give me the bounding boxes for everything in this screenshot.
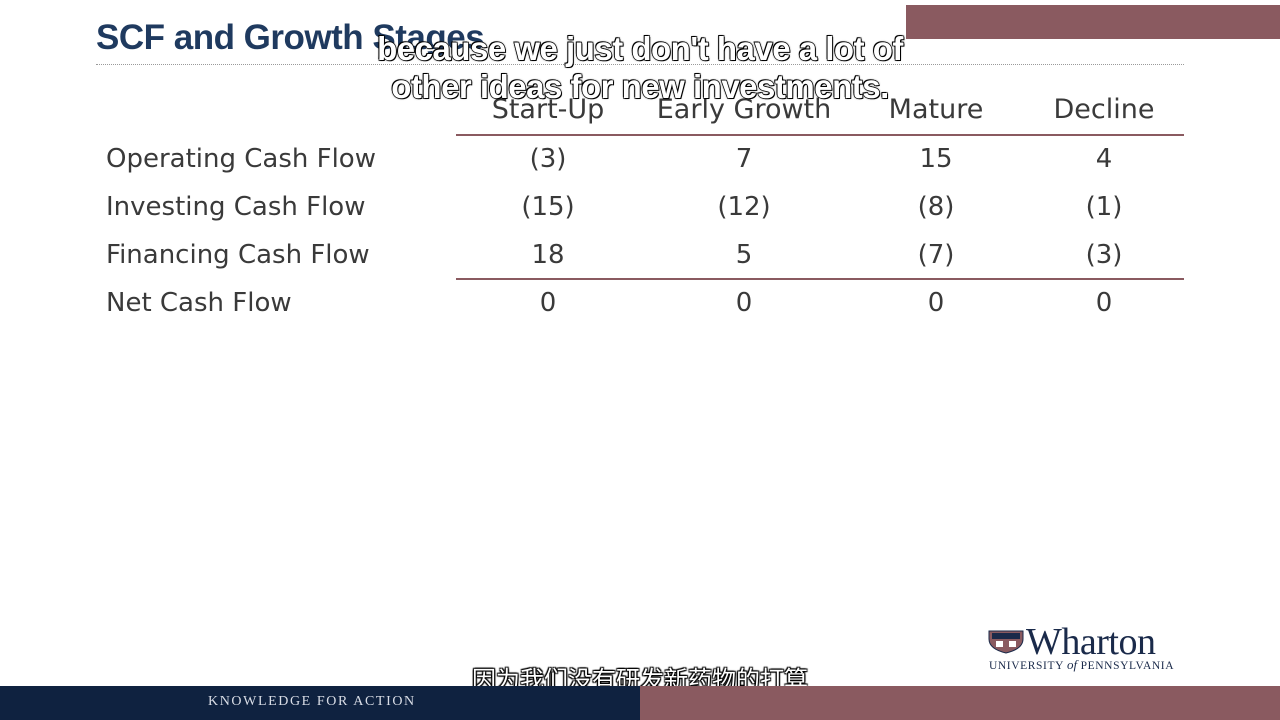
footer-bar-navy (0, 686, 640, 720)
row-label-financing: Financing Cash Flow (106, 240, 370, 270)
column-header-start-up: Start-Up (491, 94, 605, 125)
header-rule (456, 134, 1184, 136)
table-cell: 7 (735, 144, 753, 174)
slide-title: SCF and Growth Stages (96, 18, 485, 57)
table-cell: (12) (717, 192, 771, 222)
subtitle-caption-en: because we just don't have a lot of othe… (280, 29, 1000, 106)
table-cell: (15) (521, 192, 575, 222)
table-cell: 0 (927, 288, 945, 318)
logo-wordmark: Wharton (1026, 621, 1156, 663)
column-header-decline: Decline (1053, 94, 1155, 125)
table-cell: (3) (1085, 240, 1123, 270)
table-cell: 5 (735, 240, 753, 270)
university-shield-icon (988, 630, 1024, 654)
caption-line-1: because we just don't have a lot of (376, 29, 904, 67)
row-label-net: Net Cash Flow (106, 288, 292, 318)
table-cell: (3) (529, 144, 567, 174)
row-label-operating: Operating Cash Flow (106, 144, 376, 174)
table-cell: 0 (1095, 288, 1113, 318)
table-cell: 18 (531, 240, 565, 270)
wharton-logo: Wharton UNIVERSITY of PENNSYLVANIA (988, 621, 1198, 674)
table-cell: (8) (917, 192, 955, 222)
footer-bar-maroon (640, 686, 1280, 720)
table-cell: 0 (539, 288, 557, 318)
table-cell: (1) (1085, 192, 1123, 222)
caption-line-2: other ideas for new investments. (391, 67, 890, 105)
column-header-early-growth: Early Growth (656, 94, 832, 125)
table-cell: 15 (919, 144, 953, 174)
table-cell: (7) (917, 240, 955, 270)
logo-subtitle: UNIVERSITY of PENNSYLVANIA (989, 657, 1175, 672)
row-label-investing: Investing Cash Flow (106, 192, 366, 222)
column-header-mature: Mature (888, 94, 984, 125)
top-accent-band (906, 5, 1280, 39)
title-divider (96, 64, 1184, 65)
table-cell: 0 (735, 288, 753, 318)
table-cell: 4 (1095, 144, 1113, 174)
footer-tagline: KNOWLEDGE FOR ACTION (208, 694, 416, 709)
total-rule (456, 278, 1184, 280)
